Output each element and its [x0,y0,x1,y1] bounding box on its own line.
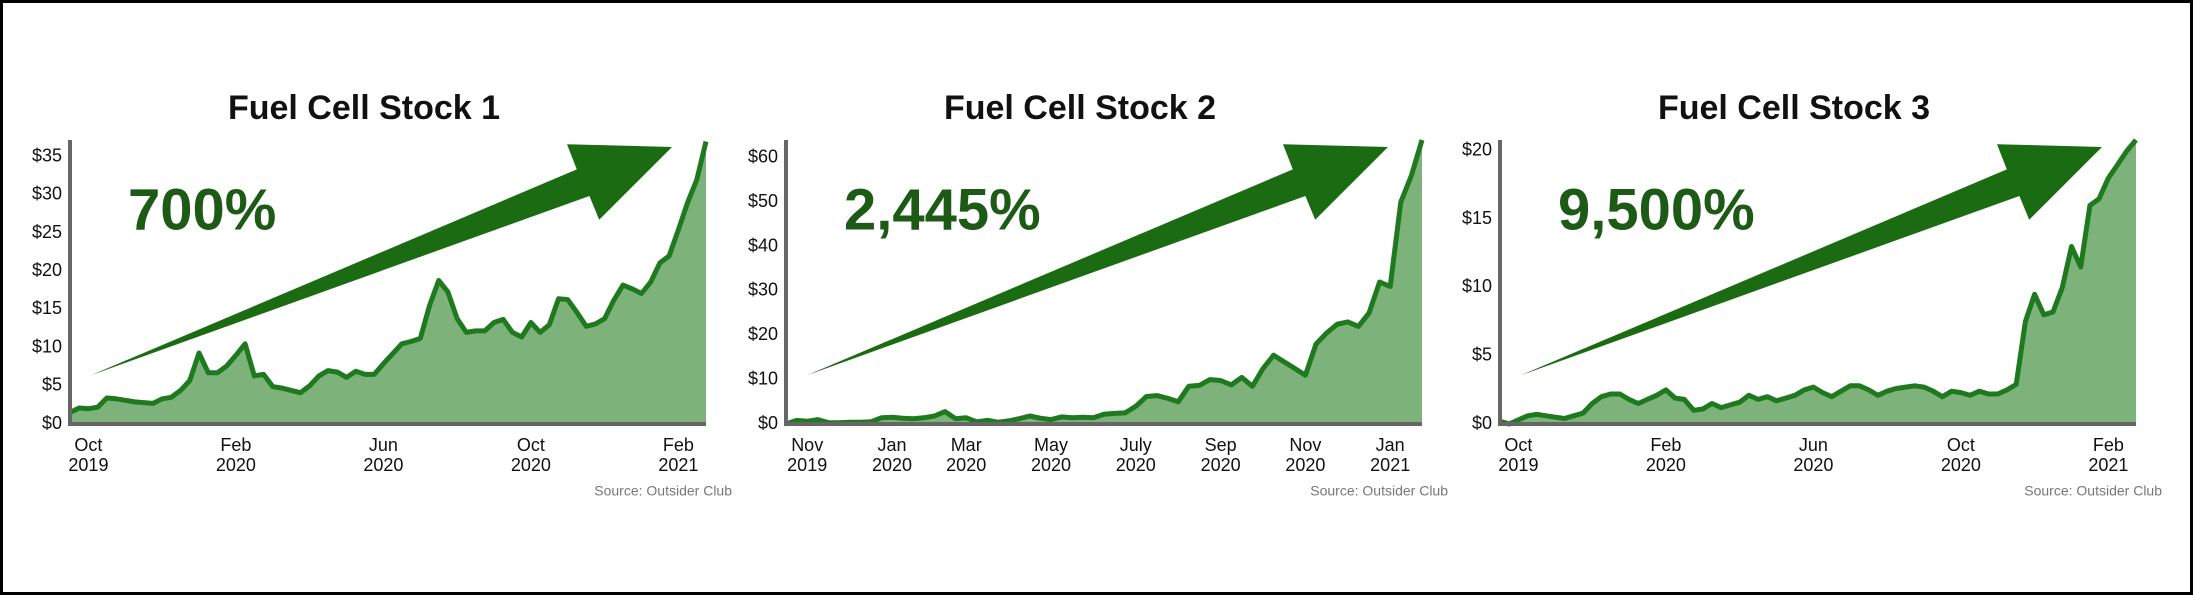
x-tick-label: Jan 2020 [872,435,912,475]
y-tick-label: $10 [32,336,62,356]
x-tick-label: Oct 2019 [68,435,108,475]
y-tick-label: $0 [758,413,778,433]
area-fill [70,141,706,424]
chart-title: Fuel Cell Stock 3 [1658,89,1930,127]
y-tick-label: $20 [748,324,778,344]
y-tick-label: $25 [32,222,62,242]
y-tick-label: $10 [748,368,778,388]
annotation: 9,500% [1558,177,1755,242]
y-tick-label: $0 [42,413,62,433]
y-tick-label: $40 [748,235,778,255]
x-tick-label: Oct 2019 [1498,435,1538,475]
y-tick-label: $15 [32,298,62,318]
panel: Fuel Cell Stock 3 $0 $5 $10 $15 $20 Oct 2019 Feb… [1462,89,2162,499]
source-note: Source: Outsider Club [2024,483,2162,499]
price-line [1499,138,2138,427]
y-tick-label: $50 [748,191,778,211]
panel: Fuel Cell Stock 1 $0 $5 $10 $15 $20 $25 $30 $35 O… [32,89,732,499]
panel: Fuel Cell Stock 2 $0 $10 $20 $30 $40 $50 $60 Nov… [748,89,1448,499]
x-tick-label: Jun 2020 [363,435,403,475]
y-tick-label: $0 [1472,413,1492,433]
y-tick-label: $60 [748,147,778,167]
price-line [68,140,709,415]
price-line [785,139,1425,427]
x-tick-label: Sep 2020 [1201,435,1241,475]
x-tick-label: Mar 2020 [946,435,986,475]
chart-title: Fuel Cell Stock 1 [228,89,500,127]
x-tick-label: Jan 2021 [1370,435,1410,475]
y-tick-label: $30 [32,184,62,204]
x-tick-label: Feb 2020 [216,435,256,475]
x-tick-label: Feb 2021 [658,435,698,475]
y-tick-label: $35 [32,146,62,166]
y-tick-label: $30 [748,280,778,300]
x-tick-label: July 2020 [1116,435,1156,475]
x-tick-label: May 2020 [1031,435,1071,475]
source-note: Source: Outsider Club [1310,483,1448,499]
growth-arrow [1521,144,2102,376]
x-tick-label: Jun 2020 [1793,435,1833,475]
x-tick-label: Nov 2019 [787,435,827,475]
x-tick-label: Oct 2020 [511,435,551,475]
annotation: 2,445% [844,177,1041,242]
source-note: Source: Outsider Club [594,483,732,499]
x-tick-label: Oct 2020 [1941,435,1981,475]
area-fill [786,140,1422,424]
x-tick-label: Nov 2020 [1285,435,1325,475]
growth-arrow [91,144,672,376]
x-tick-label: Feb 2020 [1646,435,1686,475]
y-tick-label: $20 [1462,140,1492,160]
y-tick-label: $5 [1472,344,1492,364]
area-fill [1500,140,2136,424]
y-tick-label: $15 [1462,208,1492,228]
growth-arrow [807,144,1388,376]
y-tick-label: $5 [42,375,62,395]
y-tick-label: $10 [1462,276,1492,296]
chart-title: Fuel Cell Stock 2 [944,89,1216,127]
x-tick-label: Feb 2021 [2088,435,2128,475]
annotation: 700% [128,177,276,242]
y-tick-label: $20 [32,260,62,280]
